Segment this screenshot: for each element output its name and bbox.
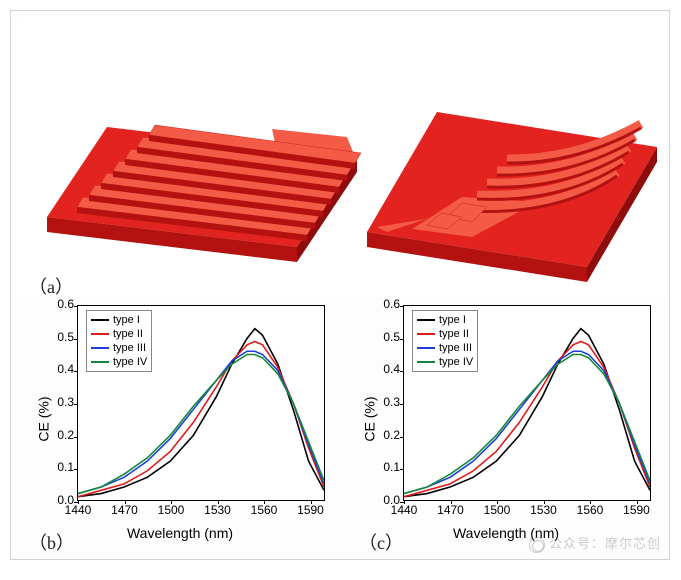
xtick-label: 1590 [297, 503, 324, 517]
chart-b-ylabel: CE (%) [36, 396, 52, 441]
figure-container: （a） CE (%) Wavelength (nm) type Itype II… [10, 10, 670, 560]
xtick-label: 1500 [484, 503, 511, 517]
legend-row: type IV [417, 355, 473, 369]
legend-label: type I [439, 313, 466, 327]
ytick-label: 0.3 [383, 395, 400, 409]
xtick-label: 1590 [623, 503, 650, 517]
legend-label: type I [113, 313, 140, 327]
ytick-label: 0.2 [57, 428, 74, 442]
legend-swatch [417, 347, 435, 349]
ytick-label: 0.6 [383, 297, 400, 311]
legend-swatch [417, 361, 435, 363]
chart-b-plot: type Itype IItype IIItype IV 0.00.10.20.… [77, 305, 325, 501]
chart-c-ylabel: CE (%) [362, 396, 378, 441]
chart-b-legend: type Itype IItype IIItype IV [86, 310, 152, 372]
chart-c-plot: type Itype IItype IIItype IV 0.00.10.20.… [403, 305, 651, 501]
panel-a [17, 17, 665, 297]
xtick-label: 1530 [204, 503, 231, 517]
watermark: 公众号：摩尔芯创 [529, 533, 661, 553]
ytick-label: 0.4 [383, 362, 400, 376]
legend-row: type III [91, 341, 147, 355]
left-grating [47, 112, 361, 262]
xtick-label: 1560 [577, 503, 604, 517]
chart-b-xlabel: Wavelength (nm) [127, 525, 233, 541]
legend-row: type I [91, 313, 147, 327]
legend-swatch [91, 347, 109, 349]
ytick-label: 0.6 [57, 297, 74, 311]
legend-label: type II [439, 327, 469, 341]
ytick-label: 0.1 [383, 460, 400, 474]
ytick-label: 0.3 [57, 395, 74, 409]
xtick-label: 1470 [437, 503, 464, 517]
chart-c-legend: type Itype IItype IIItype IV [412, 310, 478, 372]
xtick-label: 1560 [251, 503, 278, 517]
xtick-label: 1440 [391, 503, 418, 517]
legend-row: type II [91, 327, 147, 341]
ytick-label: 0.4 [57, 362, 74, 376]
legend-label: type IV [439, 355, 473, 369]
xtick-label: 1500 [158, 503, 185, 517]
panel-a-label: （a） [29, 273, 73, 299]
legend-label: type III [113, 341, 146, 355]
watermark-text: 公众号：摩尔芯创 [549, 536, 661, 551]
grating-renders [17, 17, 665, 297]
legend-row: type I [417, 313, 473, 327]
legend-label: type II [113, 327, 143, 341]
chart-b: CE (%) Wavelength (nm) type Itype IItype… [25, 299, 335, 539]
ytick-label: 0.5 [383, 330, 400, 344]
legend-label: type III [439, 341, 472, 355]
xtick-label: 1470 [111, 503, 138, 517]
panel-c-label: （c） [359, 529, 403, 555]
panel-b-label: （b） [29, 529, 74, 555]
legend-swatch [91, 333, 109, 335]
legend-row: type II [417, 327, 473, 341]
legend-label: type IV [113, 355, 147, 369]
xtick-label: 1440 [65, 503, 92, 517]
chart-c: CE (%) Wavelength (nm) type Itype IItype… [351, 299, 661, 539]
ytick-label: 0.1 [57, 460, 74, 474]
legend-swatch [91, 319, 109, 321]
ytick-label: 0.2 [383, 428, 400, 442]
legend-swatch [417, 319, 435, 321]
xtick-label: 1530 [530, 503, 557, 517]
watermark-icon [529, 537, 545, 553]
legend-row: type III [417, 341, 473, 355]
legend-row: type IV [91, 355, 147, 369]
legend-swatch [91, 361, 109, 363]
ytick-label: 0.5 [57, 330, 74, 344]
right-grating [367, 112, 657, 282]
legend-swatch [417, 333, 435, 335]
